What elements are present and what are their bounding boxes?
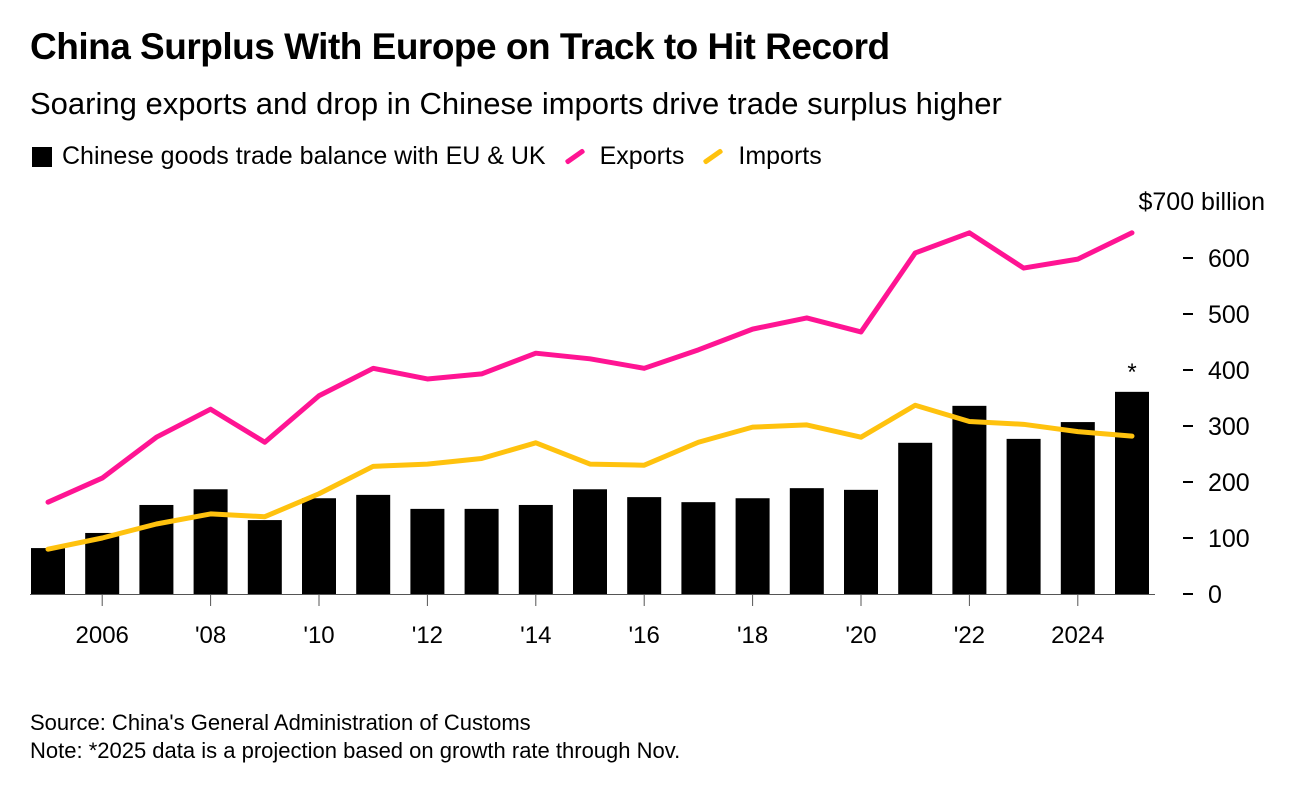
y-unit-label: $700 billion [1139,188,1266,216]
x-tick-label: '12 [412,622,443,649]
chart-title: China Surplus With Europe on Track to Hi… [30,26,890,67]
y-tick-label: 200 [1208,469,1250,497]
legend-item-imports: Imports [702,142,822,171]
bar-2021 [898,442,933,594]
y-tick-label: 400 [1208,357,1250,385]
legend-label: Exports [599,142,685,170]
bar-2007 [139,504,174,594]
bar-2020 [844,489,878,594]
y-tick-label: 100 [1208,525,1250,553]
bar-2015 [573,489,607,594]
legend-label: Chinese goods trade balance with EU & UK [62,142,546,170]
bar-2013 [464,508,499,594]
bar-2010 [302,498,336,594]
x-tick-label: 2024 [1051,622,1104,649]
bar-2016 [627,497,662,594]
bar-2005 [31,548,65,594]
bar-2014 [518,504,553,594]
bar-2009 [247,520,282,594]
legend-item-balance: Chinese goods trade balance with EU & UK [32,142,546,171]
source-note: Source: China's General Administration o… [30,710,531,735]
bar-2024 [1060,422,1095,594]
x-tick-label: '18 [737,622,768,649]
y-tick-label: 0 [1208,581,1222,609]
x-tick-label: '22 [954,622,985,649]
bar-2022 [952,405,987,594]
legend: Chinese goods trade balance with EU & UK… [32,142,840,171]
x-tick-label: '20 [845,622,876,649]
bar-2017 [681,502,716,594]
bar-2012 [410,508,445,594]
x-tick-label: '08 [195,622,226,649]
y-tick-label: 600 [1208,245,1250,273]
bar-2023 [1006,438,1041,594]
bar-2011 [356,494,391,594]
chart-subtitle: Soaring exports and drop in Chinese impo… [30,86,1002,121]
bar-2025 [1115,391,1149,594]
footnote: Note: *2025 data is a projection based o… [30,738,681,763]
legend-item-exports: Exports [564,142,685,171]
bar-2008 [193,489,228,594]
legend-label: Imports [738,142,822,170]
x-tick-label: '10 [303,622,334,649]
x-tick-label: 2006 [76,622,129,649]
projection-asterisk: * [1127,359,1136,386]
bar-2006 [85,532,120,594]
legend-swatch-bar [32,146,52,167]
y-tick-label: 500 [1208,301,1250,329]
bar-2019 [789,488,824,594]
bar-2018 [735,498,770,594]
x-tick-label: '14 [520,622,551,649]
x-tick-label: '16 [629,622,660,649]
y-tick-label: 300 [1208,413,1250,441]
